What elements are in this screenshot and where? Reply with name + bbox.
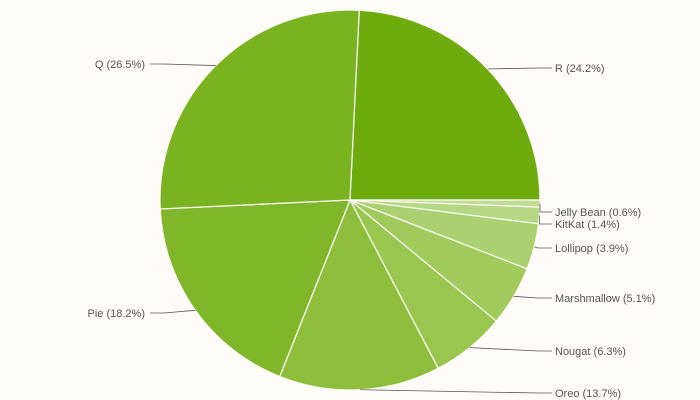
pie-slice-pie	[159, 199, 351, 378]
leader-line	[359, 389, 552, 394]
slice-label: Lollipop (3.9%)	[555, 243, 628, 255]
leader-line	[539, 203, 552, 213]
pie-slice-r	[349, 9, 541, 201]
leader-line	[469, 347, 552, 352]
leader-line	[513, 295, 552, 299]
leader-line	[534, 246, 552, 249]
pie-slice-oreo	[278, 198, 440, 391]
slice-label: R (24.2%)	[555, 63, 605, 75]
slice-label: Oreo (13.7%)	[555, 388, 621, 400]
slice-label: KitKat (1.4%)	[555, 219, 620, 231]
leader-line	[538, 215, 552, 225]
slice-label: Pie (18.2%)	[88, 308, 145, 320]
pie-slice-q	[159, 9, 360, 210]
slice-label: Nougat (6.3%)	[555, 346, 626, 358]
slice-label: Q (26.5%)	[95, 59, 145, 71]
leader-line	[150, 309, 196, 314]
slice-label: Marshmallow (5.1%)	[555, 293, 655, 305]
leader-line	[487, 67, 552, 70]
slice-label: Jelly Bean (0.6%)	[555, 207, 641, 219]
leader-line	[150, 63, 216, 66]
